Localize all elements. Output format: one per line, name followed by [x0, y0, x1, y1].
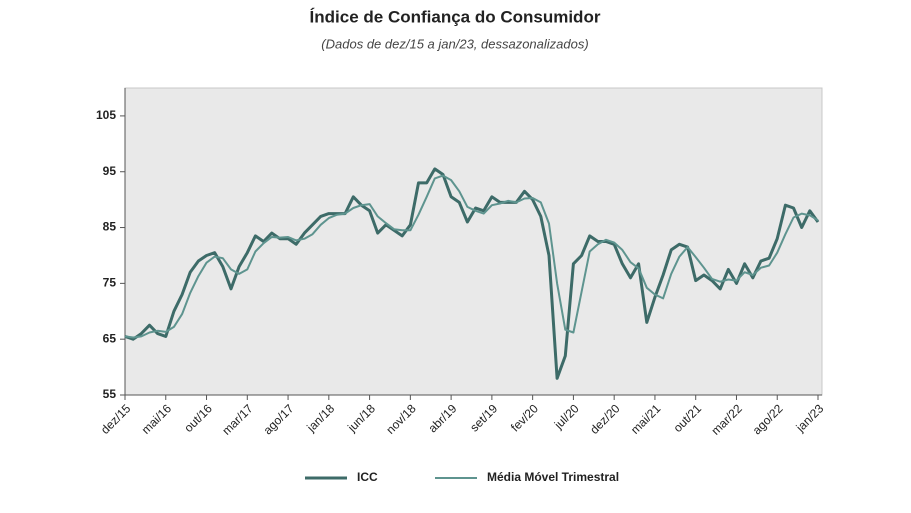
- x-tick-label: ago/22: [750, 401, 786, 437]
- series-line: [124, 167, 820, 380]
- x-tick-label: mar/22: [709, 401, 746, 438]
- x-tick-label: set/19: [467, 401, 500, 434]
- x-tick-label: jul/20: [551, 401, 582, 432]
- x-tick-label: mai/21: [628, 401, 664, 437]
- chart-subtitle: (Dados de dez/15 a jan/23, dessazonaliza…: [321, 36, 588, 51]
- x-tick-label: fev/20: [508, 401, 541, 434]
- x-tick-label: abr/19: [426, 401, 460, 435]
- x-tick-label: ago/17: [261, 401, 297, 437]
- y-tick-label: 95: [103, 164, 117, 178]
- legend-label: ICC: [357, 470, 378, 484]
- x-tick-label: nov/18: [383, 401, 419, 437]
- y-tick-label: 55: [103, 387, 117, 401]
- y-tick-label: 65: [103, 331, 117, 345]
- chart-title: Índice de Confiança do Consumidor: [310, 7, 601, 26]
- legend-label: Média Móvel Trimestral: [487, 470, 619, 484]
- x-tick-label: mar/17: [219, 401, 256, 438]
- x-tick-label: dez/15: [98, 401, 134, 437]
- plot-area: [124, 87, 823, 396]
- x-tick-label: dez/20: [587, 401, 623, 437]
- x-tick-label: jun/18: [344, 401, 378, 435]
- y-tick-label: 75: [103, 276, 117, 290]
- y-tick-label: 105: [96, 108, 116, 122]
- x-tick-label: mai/16: [139, 401, 175, 437]
- x-tick-label: jan/23: [793, 401, 827, 435]
- x-tick-label: jan/18: [303, 401, 337, 435]
- series-line: [124, 174, 819, 339]
- x-tick-label: out/21: [671, 401, 705, 435]
- x-tick-label: out/16: [181, 401, 215, 435]
- y-tick-label: 85: [103, 220, 117, 234]
